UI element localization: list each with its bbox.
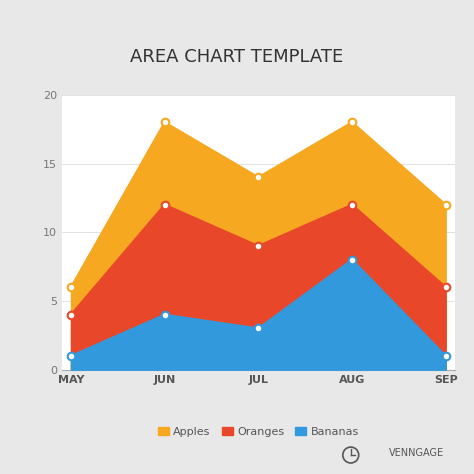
- Point: [161, 118, 168, 126]
- Point: [161, 201, 168, 209]
- Point: [442, 201, 449, 209]
- Point: [67, 352, 75, 360]
- Point: [67, 283, 75, 291]
- Legend: Apples, Oranges, Bananas: Apples, Oranges, Bananas: [153, 422, 364, 441]
- Point: [255, 242, 262, 250]
- Point: [348, 118, 356, 126]
- Point: [348, 256, 356, 264]
- Point: [442, 283, 449, 291]
- Point: [255, 173, 262, 181]
- Point: [161, 311, 168, 319]
- Point: [348, 201, 356, 209]
- Point: [67, 311, 75, 319]
- Text: AREA CHART TEMPLATE: AREA CHART TEMPLATE: [130, 48, 344, 66]
- Text: VENNGAGE: VENNGAGE: [389, 447, 444, 458]
- Point: [442, 352, 449, 360]
- Point: [255, 325, 262, 332]
